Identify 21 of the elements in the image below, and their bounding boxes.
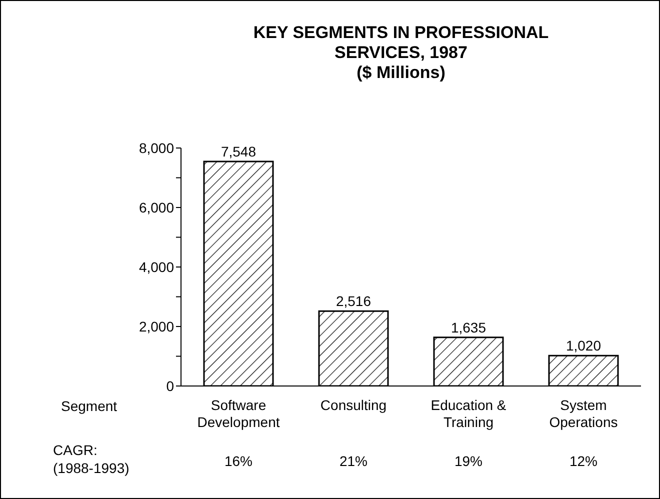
x-tick-label: Education & Training (430, 397, 507, 430)
y-tick-label: 4,000 (138, 258, 174, 275)
data-label: 1,635 (450, 319, 486, 336)
y-tick-label: 2,000 (138, 318, 174, 334)
chart-subtitle: ($ Millions) (356, 63, 446, 83)
x-tick-label: Software Development (197, 397, 280, 430)
y-tick-label: 8,000 (138, 140, 174, 156)
data-label: 1,020 (566, 338, 602, 354)
x-axis-title: Segment (61, 398, 118, 414)
x-tick-label: System Operations (549, 397, 618, 430)
data-label: 2,516 (336, 293, 372, 310)
text: 12% (568, 453, 599, 469)
text: CAGR: (1988-1993) (53, 441, 130, 477)
text: 21% (338, 453, 369, 469)
y-tick-label: 0 (166, 378, 174, 394)
text: 16% (223, 453, 254, 469)
chart-title: KEY SEGMENTS IN PROFESSIONAL SERVICES, 1987 (253, 23, 549, 62)
text: 19% (453, 453, 484, 469)
y-tick-label: 6,000 (138, 199, 174, 216)
data-label: 7,548 (220, 143, 256, 160)
x-tick-label: Consulting (320, 397, 387, 413)
